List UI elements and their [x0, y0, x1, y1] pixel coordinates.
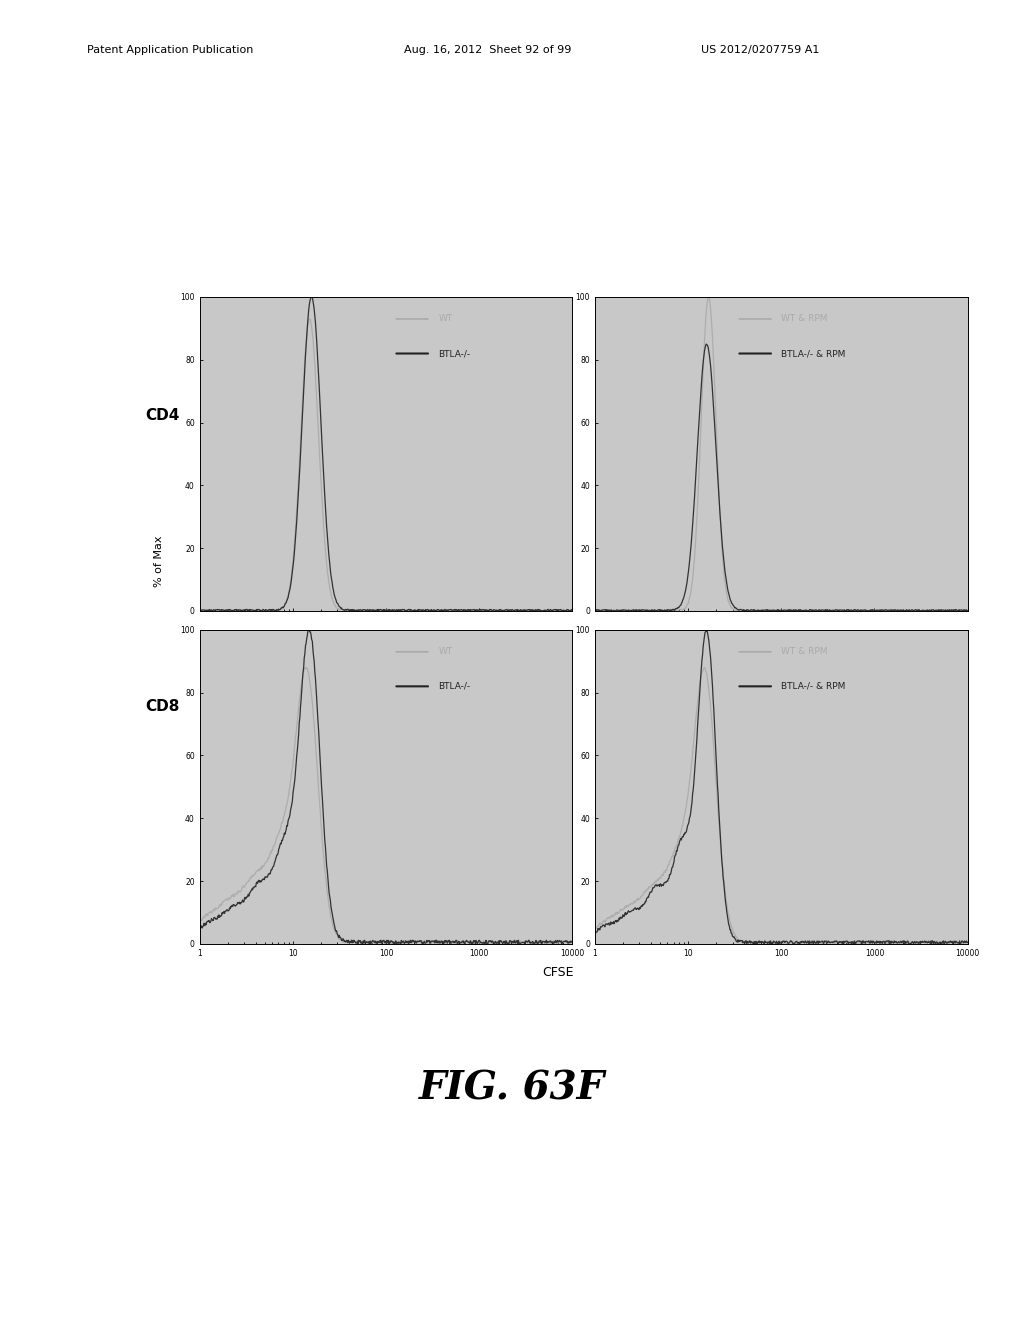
Text: BTLA-/- & RPM: BTLA-/- & RPM — [781, 348, 846, 358]
Text: WT & RPM: WT & RPM — [781, 314, 827, 323]
Text: CD8: CD8 — [144, 698, 179, 714]
Text: CFSE: CFSE — [543, 966, 573, 979]
Text: BTLA-/-: BTLA-/- — [438, 348, 470, 358]
Text: FIG. 63F: FIG. 63F — [419, 1071, 605, 1107]
Text: WT: WT — [438, 314, 453, 323]
Text: CD4: CD4 — [144, 408, 179, 424]
Text: Patent Application Publication: Patent Application Publication — [87, 45, 253, 55]
Text: US 2012/0207759 A1: US 2012/0207759 A1 — [701, 45, 820, 55]
Text: BTLA-/- & RPM: BTLA-/- & RPM — [781, 682, 846, 690]
Text: WT: WT — [438, 647, 453, 656]
Text: Aug. 16, 2012  Sheet 92 of 99: Aug. 16, 2012 Sheet 92 of 99 — [404, 45, 571, 55]
Text: BTLA-/-: BTLA-/- — [438, 682, 470, 690]
Text: WT & RPM: WT & RPM — [781, 647, 827, 656]
Text: % of Max: % of Max — [154, 535, 164, 587]
